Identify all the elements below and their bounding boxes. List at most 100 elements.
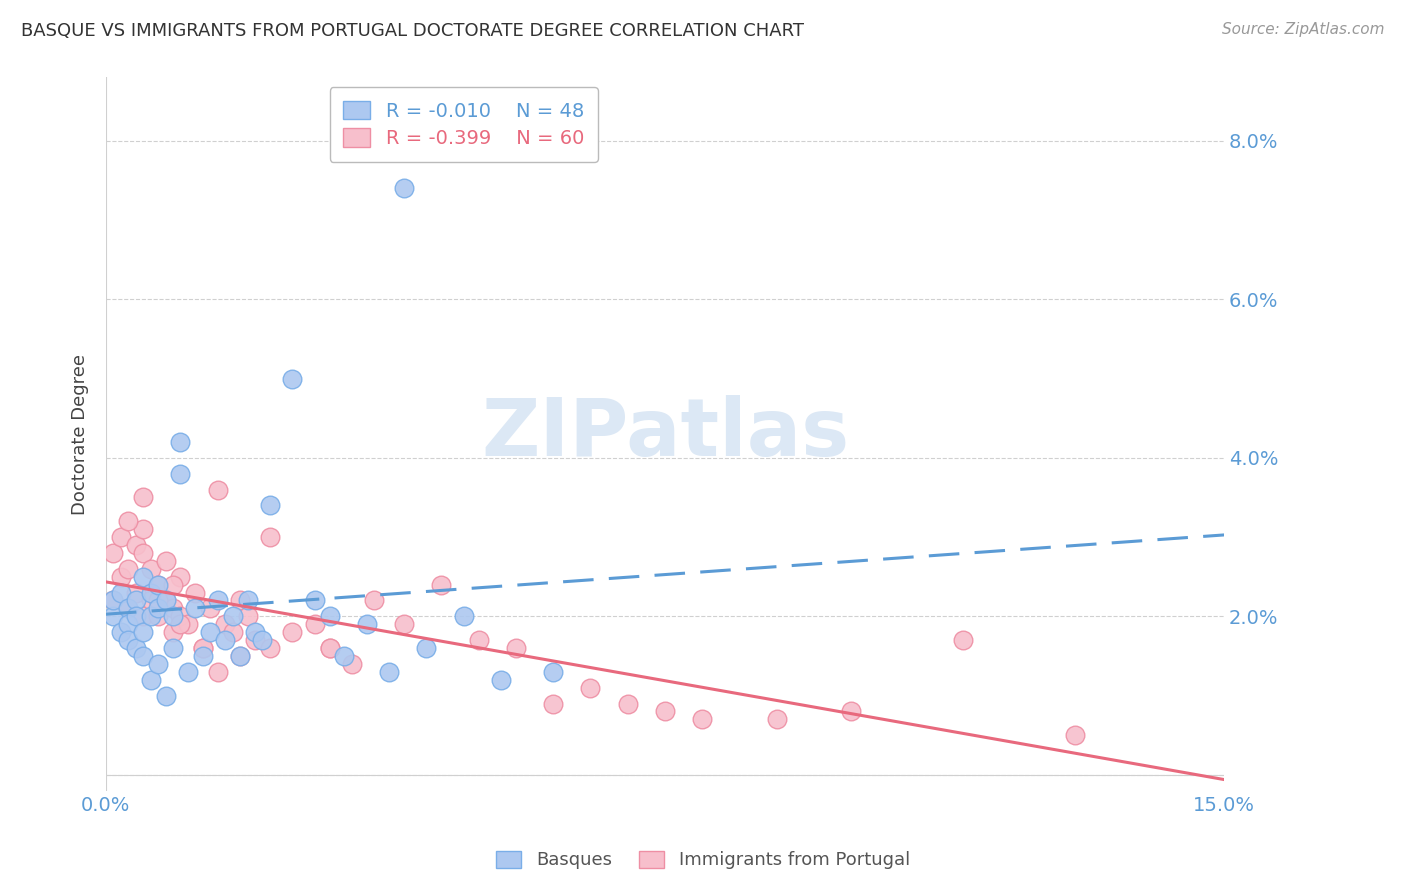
Point	[304, 617, 326, 632]
Legend: Basques, Immigrants from Portugal: Basques, Immigrants from Portugal	[486, 842, 920, 879]
Point	[207, 665, 229, 679]
Point	[304, 593, 326, 607]
Point	[162, 609, 184, 624]
Point	[110, 585, 132, 599]
Point	[110, 570, 132, 584]
Point	[378, 665, 401, 679]
Point	[117, 562, 139, 576]
Point	[103, 546, 125, 560]
Text: ZIPatlas: ZIPatlas	[481, 395, 849, 473]
Point	[125, 641, 148, 656]
Point	[392, 617, 415, 632]
Point	[229, 648, 252, 663]
Point	[146, 577, 169, 591]
Point	[139, 585, 162, 599]
Point	[169, 435, 191, 450]
Point	[252, 633, 274, 648]
Point	[162, 577, 184, 591]
Point	[132, 570, 155, 584]
Point	[363, 593, 385, 607]
Point	[132, 609, 155, 624]
Point	[169, 570, 191, 584]
Point	[146, 593, 169, 607]
Point	[139, 673, 162, 687]
Point	[139, 593, 162, 607]
Point	[467, 633, 489, 648]
Point	[125, 585, 148, 599]
Point	[117, 633, 139, 648]
Point	[207, 483, 229, 497]
Point	[259, 499, 281, 513]
Point	[162, 641, 184, 656]
Point	[125, 609, 148, 624]
Point	[952, 633, 974, 648]
Point	[392, 181, 415, 195]
Point	[155, 593, 177, 607]
Point	[200, 625, 222, 640]
Point	[139, 562, 162, 576]
Point	[132, 522, 155, 536]
Point	[162, 601, 184, 615]
Point	[221, 609, 243, 624]
Point	[214, 617, 236, 632]
Point	[333, 648, 356, 663]
Point	[125, 538, 148, 552]
Point	[103, 593, 125, 607]
Point	[1064, 728, 1087, 742]
Point	[654, 705, 676, 719]
Point	[430, 577, 453, 591]
Point	[117, 601, 139, 615]
Point	[169, 609, 191, 624]
Legend: R = -0.010    N = 48, R = -0.399    N = 60: R = -0.010 N = 48, R = -0.399 N = 60	[329, 87, 598, 162]
Point	[169, 617, 191, 632]
Point	[541, 665, 564, 679]
Point	[125, 593, 148, 607]
Point	[236, 593, 259, 607]
Point	[259, 641, 281, 656]
Point	[191, 648, 214, 663]
Point	[117, 601, 139, 615]
Point	[110, 625, 132, 640]
Point	[200, 601, 222, 615]
Point	[281, 625, 304, 640]
Point	[243, 625, 266, 640]
Point	[155, 554, 177, 568]
Point	[214, 633, 236, 648]
Y-axis label: Doctorate Degree: Doctorate Degree	[72, 353, 89, 515]
Point	[184, 585, 207, 599]
Point	[177, 617, 200, 632]
Point	[155, 689, 177, 703]
Point	[318, 641, 340, 656]
Point	[243, 633, 266, 648]
Point	[453, 609, 475, 624]
Point	[318, 641, 340, 656]
Point	[415, 641, 437, 656]
Point	[766, 712, 789, 726]
Point	[177, 665, 200, 679]
Point	[841, 705, 863, 719]
Point	[229, 593, 252, 607]
Point	[146, 609, 169, 624]
Point	[236, 609, 259, 624]
Point	[579, 681, 602, 695]
Point	[146, 577, 169, 591]
Point	[221, 625, 243, 640]
Point	[259, 530, 281, 544]
Point	[229, 648, 252, 663]
Point	[117, 514, 139, 528]
Point	[505, 641, 527, 656]
Point	[146, 657, 169, 671]
Point	[191, 641, 214, 656]
Point	[117, 617, 139, 632]
Point	[207, 593, 229, 607]
Point	[356, 617, 378, 632]
Point	[692, 712, 714, 726]
Point	[103, 609, 125, 624]
Point	[132, 648, 155, 663]
Point	[169, 467, 191, 481]
Point	[318, 609, 340, 624]
Text: Source: ZipAtlas.com: Source: ZipAtlas.com	[1222, 22, 1385, 37]
Point	[146, 601, 169, 615]
Point	[132, 491, 155, 505]
Point	[281, 371, 304, 385]
